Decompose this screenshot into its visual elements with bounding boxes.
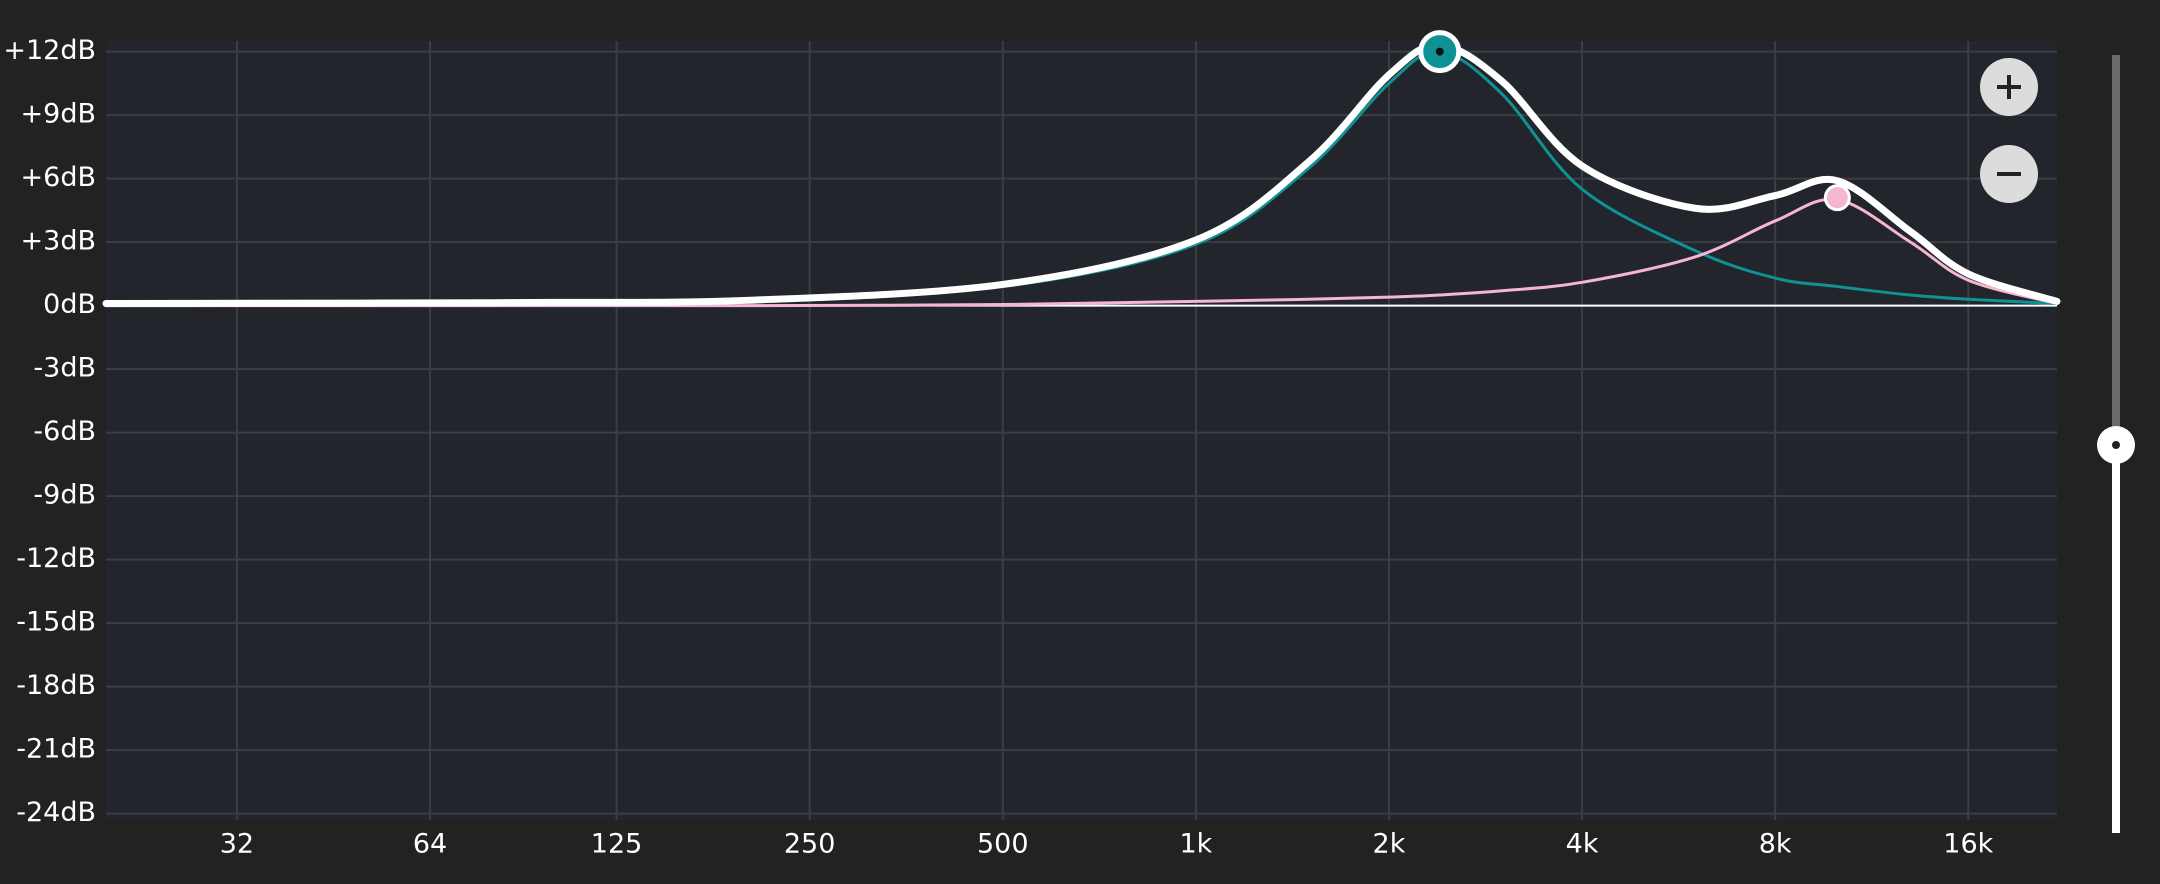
x-tick-label: 16k [1943, 829, 1993, 860]
x-tick-label: 1k [1179, 829, 1212, 860]
x-tick-label: 8k [1759, 829, 1792, 860]
grid [106, 41, 2057, 820]
y-tick-label: -21dB [16, 734, 96, 765]
eq-curve [102, 41, 2061, 307]
y-tick-label: -3dB [33, 353, 96, 384]
y-tick-label: -24dB [16, 797, 96, 828]
plot-area [106, 41, 2057, 820]
band-handle-dot [1435, 47, 1444, 56]
y-tick-label: +12dB [3, 35, 96, 66]
y-tick-label: -15dB [16, 607, 96, 638]
y-tick-label: -18dB [16, 670, 96, 701]
x-tick-label: 500 [977, 829, 1029, 860]
y-tick-label: +3dB [21, 226, 96, 257]
slider[interactable] [2097, 55, 2135, 833]
x-tick-label: 64 [413, 829, 447, 860]
x-tick-label: 32 [220, 829, 254, 860]
y-tick-label: +9dB [21, 99, 96, 130]
x-tick-label: 250 [784, 829, 836, 860]
band-handle[interactable] [1823, 184, 1851, 212]
y-tick-label: -9dB [33, 480, 96, 511]
curves [102, 30, 2061, 308]
zoom-out-button[interactable] [1980, 145, 2038, 203]
y-tick-label: 0dB [43, 289, 96, 320]
y-tick-label: -12dB [16, 543, 96, 574]
y-tick-label: -6dB [33, 416, 96, 447]
x-tick-label: 4k [1566, 829, 1599, 860]
zoom-in-button[interactable] [1980, 58, 2038, 116]
labels: 32 64 125 250 500 1k 2k 4k 8k 16k +12dB +9dB +6dB +3d… [3, 35, 1993, 859]
x-tick-label: 125 [591, 829, 643, 860]
y-tick-label: +6dB [21, 162, 96, 193]
slider-knob-dot [2112, 441, 2120, 449]
x-tick-label: 2k [1373, 829, 1406, 860]
